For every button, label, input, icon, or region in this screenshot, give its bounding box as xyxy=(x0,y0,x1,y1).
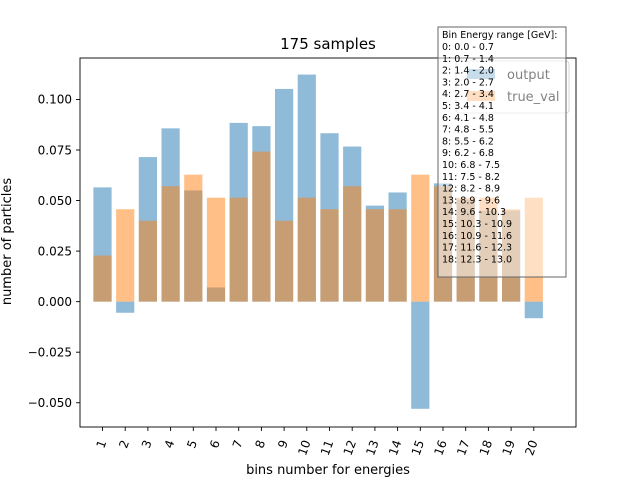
y-tick-label: −0.050 xyxy=(28,396,72,410)
y-tick-label: 0.000 xyxy=(38,295,72,309)
x-tick-label: 18 xyxy=(477,438,495,457)
bar-true_val-13 xyxy=(365,209,384,302)
annotation-line: 15: 10.3 - 10.9 xyxy=(442,219,512,230)
annotation-line: 13: 8.9 - 9.6 xyxy=(442,195,500,206)
bar-true_val-5 xyxy=(184,174,203,302)
x-tick-label: 8 xyxy=(252,438,268,450)
y-tick-label: −0.025 xyxy=(28,345,72,359)
x-tick-label: 19 xyxy=(500,438,518,457)
bar-output-20 xyxy=(524,301,543,319)
x-tick-label: 3 xyxy=(139,438,155,450)
chart-title: 175 samples xyxy=(280,35,376,53)
annotation-line: 18: 12.3 - 13.0 xyxy=(442,254,512,265)
x-tick-label: 1 xyxy=(94,438,110,450)
bar-true_val-7 xyxy=(229,197,248,302)
bar-true_val-10 xyxy=(297,197,316,302)
bin-energy-annotation: Bin Energy range [GeV]:0: 0.0 - 0.71: 0.… xyxy=(437,26,567,278)
y-tick-label: 0.075 xyxy=(38,143,72,157)
bar-true_val-8 xyxy=(252,151,271,302)
annotation-line: 12: 8.2 - 8.9 xyxy=(442,184,500,195)
bar-true_val-6 xyxy=(206,197,226,302)
bar-true_val-12 xyxy=(343,186,362,302)
plot-frame xyxy=(79,57,577,428)
annotation-box xyxy=(437,26,567,278)
bar-output-2 xyxy=(116,301,135,313)
bar-true_val-11 xyxy=(320,209,339,302)
axes-group xyxy=(76,57,577,431)
bar-true_val-4 xyxy=(161,186,180,302)
x-tick-label: 20 xyxy=(522,438,540,457)
annotation-line: 1: 0.7 - 1.4 xyxy=(442,54,494,65)
annotation-line: 7: 4.8 - 5.5 xyxy=(442,125,494,136)
annotation-line: 10: 6.8 - 7.5 xyxy=(442,160,500,171)
annotation-line: 0: 0.0 - 0.7 xyxy=(442,42,494,53)
x-tick-label: 6 xyxy=(207,438,223,450)
bar-true_val-3 xyxy=(138,220,157,302)
bar-true_val-2 xyxy=(116,209,135,302)
bar-true_val-14 xyxy=(388,209,407,302)
y-tick-label: 0.100 xyxy=(38,93,72,107)
x-tick-label: 10 xyxy=(295,438,313,457)
annotation-line: 11: 7.5 - 8.2 xyxy=(442,172,500,183)
x-tick-label: 12 xyxy=(341,438,359,457)
annotation-line: 9: 6.2 - 6.8 xyxy=(442,148,494,159)
y-tick-label: 0.025 xyxy=(38,244,72,258)
x-tick-label: 13 xyxy=(363,438,381,457)
annotation-line: 8: 5.5 - 6.2 xyxy=(442,136,494,147)
annotation-line: 6: 4.1 - 4.8 xyxy=(442,113,494,124)
annotation-line: 14: 9.6 - 10.3 xyxy=(442,207,506,218)
y-axis-label: number of particles xyxy=(0,178,15,306)
x-tick-label: 9 xyxy=(275,438,291,450)
x-tick-label: 16 xyxy=(431,438,449,457)
x-tick-label: 17 xyxy=(454,438,472,457)
x-tick-label: 4 xyxy=(162,438,178,450)
x-tick-label: 15 xyxy=(409,438,427,457)
bar-true_val-9 xyxy=(275,220,294,302)
annotation-line: 16: 10.9 - 11.6 xyxy=(442,231,512,242)
annotation-line: 17: 11.6 - 12.3 xyxy=(442,243,512,254)
bar-true_val-1 xyxy=(93,255,112,302)
annotation-line: 5: 3.4 - 4.1 xyxy=(442,101,494,112)
x-tick-label: 14 xyxy=(386,438,404,457)
x-tick-label: 5 xyxy=(184,438,200,450)
bar-output-15 xyxy=(411,301,430,409)
annotation-line: 3: 2.0 - 2.7 xyxy=(442,77,494,88)
annotation-title: Bin Energy range [GeV]: xyxy=(442,30,557,41)
x-tick-label: 7 xyxy=(230,438,246,450)
bar-true_val-15 xyxy=(411,174,430,302)
x-tick-label: 2 xyxy=(116,438,132,450)
annotation-line: 4: 2.7 - 3.4 xyxy=(442,89,494,100)
annotation-line: 2: 1.4 - 2.0 xyxy=(442,66,494,77)
x-axis-label: bins number for energies xyxy=(246,463,410,478)
y-tick-label: 0.050 xyxy=(38,194,72,208)
x-tick-label: 11 xyxy=(318,438,336,457)
